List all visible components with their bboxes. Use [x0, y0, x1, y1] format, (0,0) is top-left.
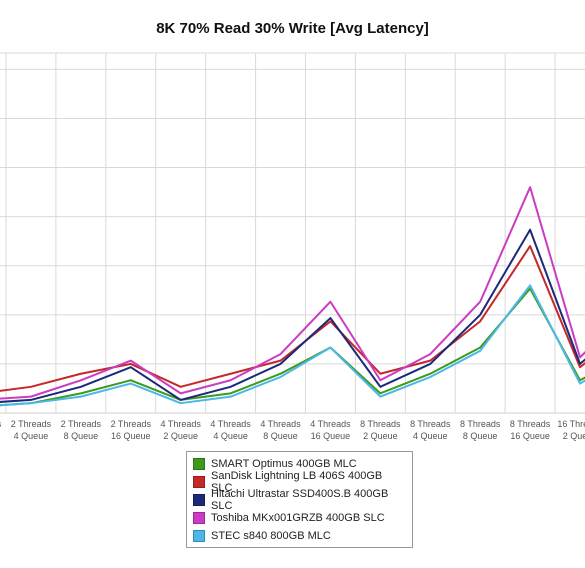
x-tick-label-line: 8 Queue — [263, 431, 298, 441]
x-tick-label-line: 2 Threads — [61, 419, 102, 429]
x-tick-label-line: 16 Queue — [311, 431, 351, 441]
x-tick-label: 4 Threads 8 Queue — [260, 419, 301, 441]
x-tick-label: 16 Threads 2 Queue — [557, 419, 585, 441]
x-tick-label-line: 16 Threads — [557, 419, 585, 429]
legend-item: Hitachi Ultrastar SSD400S.B 400GB SLC — [193, 488, 406, 512]
x-tick-label-line: 8 Queue — [463, 431, 498, 441]
x-tick-label-line: 4 Queue — [14, 431, 49, 441]
x-tick-label: 8 Threads 2 Queue — [360, 419, 401, 441]
series-line-2 — [0, 245, 585, 392]
x-tick-label-line: 8 Threads — [460, 419, 501, 429]
legend-swatch — [193, 494, 205, 506]
series-line-1 — [0, 287, 585, 407]
x-tick-label: 8 Threads 16 Queue — [510, 419, 551, 441]
legend-swatch — [193, 476, 205, 488]
series-line-5 — [0, 284, 585, 407]
legend-label: Toshiba MKx001GRZB 400GB SLC — [211, 512, 385, 524]
x-tick-label: 8 Threads 8 Queue — [460, 419, 501, 441]
legend-item: SanDisk Lightning LB 406S 400GB SLC — [193, 470, 406, 494]
chart-legend: SMART Optimus 400GB MLC SanDisk Lightning… — [186, 451, 413, 548]
x-tick-label-line: 4 Queue — [413, 431, 448, 441]
x-tick-label-line: 8 Threads — [510, 419, 551, 429]
x-tick-label-line: 16 Queue — [111, 431, 151, 441]
legend-swatch — [193, 458, 205, 470]
x-tick-label-line: 4 Threads — [210, 419, 251, 429]
x-tick-label-line: 2 Threads — [11, 419, 52, 429]
x-tick-label-line: 8 Threads — [360, 419, 401, 429]
chart-title: 8K 70% Read 30% Write [Avg Latency] — [156, 20, 429, 37]
x-tick-label: 4 Threads 2 Queue — [161, 419, 202, 441]
x-tick-label-line: 4 Threads — [260, 419, 301, 429]
x-tick-label-line: 2 Threads — [0, 419, 2, 429]
series-line-3 — [0, 228, 585, 403]
x-tick-label: 4 Threads 4 Queue — [210, 419, 251, 441]
x-tick-label: 8 Threads 4 Queue — [410, 419, 451, 441]
legend-item: SMART Optimus 400GB MLC — [193, 455, 406, 473]
x-tick-label: 2 Threads 16 Queue — [111, 419, 152, 441]
x-tick-label-line: 2 Queue — [363, 431, 398, 441]
legend-label: SanDisk Lightning LB 406S 400GB SLC — [211, 470, 383, 494]
legend-item: STEC s840 800GB MLC — [193, 527, 406, 545]
x-tick-label-line: 4 Threads — [310, 419, 351, 429]
x-tick-label-line: 16 Queue — [510, 431, 550, 441]
x-tick-label-line: 8 Threads — [410, 419, 451, 429]
x-tick-label: 2 Threads 8 Queue — [61, 419, 102, 441]
x-tick-label: 2 Threads 4 Queue — [11, 419, 52, 441]
x-tick-label-line: 4 Threads — [161, 419, 202, 429]
legend-swatch — [193, 530, 205, 542]
legend-label: Hitachi Ultrastar SSD400S.B 400GB SLC — [211, 488, 389, 512]
x-tick-label-line: 4 Queue — [213, 431, 248, 441]
legend-label: STEC s840 800GB MLC — [211, 530, 331, 542]
x-tick-label-line: 2 Threads — [111, 419, 152, 429]
x-tick-label-line: 8 Queue — [64, 431, 99, 441]
x-tick-label-line: 2 Queue — [163, 431, 198, 441]
x-tick-label: 4 Threads 16 Queue — [310, 419, 351, 441]
x-tick-label-line: 2 Queue — [563, 431, 585, 441]
series-line-4 — [0, 186, 585, 400]
legend-swatch — [193, 512, 205, 524]
legend-label: SMART Optimus 400GB MLC — [211, 458, 357, 470]
legend-item: Toshiba MKx001GRZB 400GB SLC — [193, 509, 406, 527]
